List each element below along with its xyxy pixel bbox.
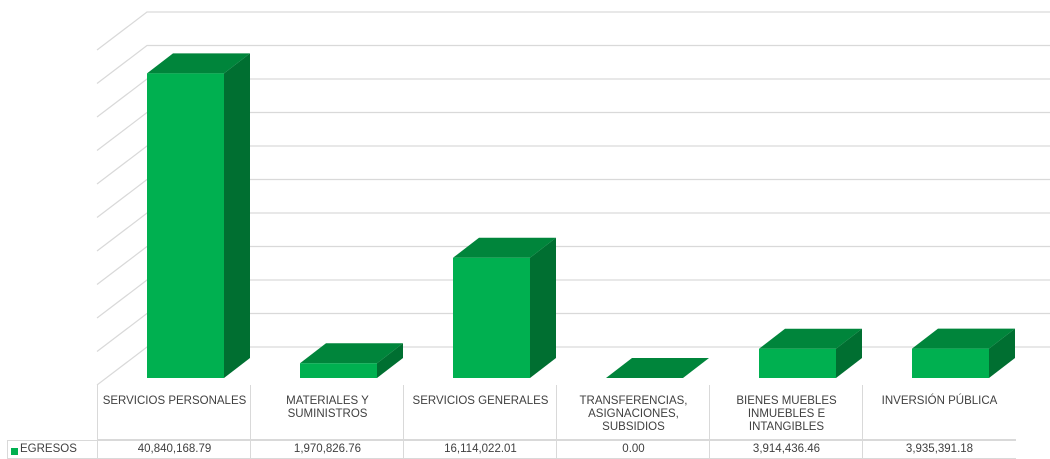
bar-top xyxy=(606,358,709,378)
bar xyxy=(300,343,403,378)
bar-side xyxy=(224,53,250,379)
table-value: 0.00 xyxy=(556,440,710,459)
category-label: SERVICIOS PERSONALES xyxy=(97,385,251,440)
bar xyxy=(759,328,862,378)
bar-front xyxy=(453,257,530,378)
category-label: SERVICIOS GENERALES xyxy=(403,385,557,440)
table-value: 1,970,826.76 xyxy=(250,440,404,459)
bar-side xyxy=(530,237,556,378)
bar-front xyxy=(300,363,377,378)
bar xyxy=(912,328,1015,378)
bar-top xyxy=(453,237,556,258)
bar-front xyxy=(147,73,224,379)
bar-front xyxy=(912,348,989,378)
table-value: 40,840,168.79 xyxy=(97,440,251,459)
table-value: 3,935,391.18 xyxy=(862,440,1016,459)
category-label: TRANSFERENCIAS, ASIGNACIONES, SUBSIDIOS xyxy=(556,385,710,440)
legend-label: EGRESOS xyxy=(20,443,77,455)
category-label: BIENES MUEBLES INMUEBLES E INTANGIBLES xyxy=(709,385,863,440)
table-value: 3,914,436.46 xyxy=(709,440,863,459)
bar-top xyxy=(300,343,403,364)
bar-top xyxy=(147,53,250,74)
bar xyxy=(147,53,250,379)
category-label: INVERSIÓN PÚBLICA xyxy=(862,385,1016,440)
category-label: MATERIALES Y SUMINISTROS xyxy=(250,385,404,440)
table-value: 16,114,022.01 xyxy=(403,440,557,459)
grid-line xyxy=(96,44,1050,84)
bar-side xyxy=(377,343,403,378)
bar-side xyxy=(836,328,862,378)
bar-front xyxy=(759,348,836,378)
grid-line xyxy=(96,11,1050,51)
bar-top xyxy=(912,328,1015,349)
bar xyxy=(453,237,556,378)
bar-top xyxy=(759,328,862,349)
bar xyxy=(606,358,709,378)
bar-side xyxy=(989,328,1015,378)
legend-entry: EGRESOS xyxy=(7,440,97,459)
legend-swatch xyxy=(11,447,18,455)
